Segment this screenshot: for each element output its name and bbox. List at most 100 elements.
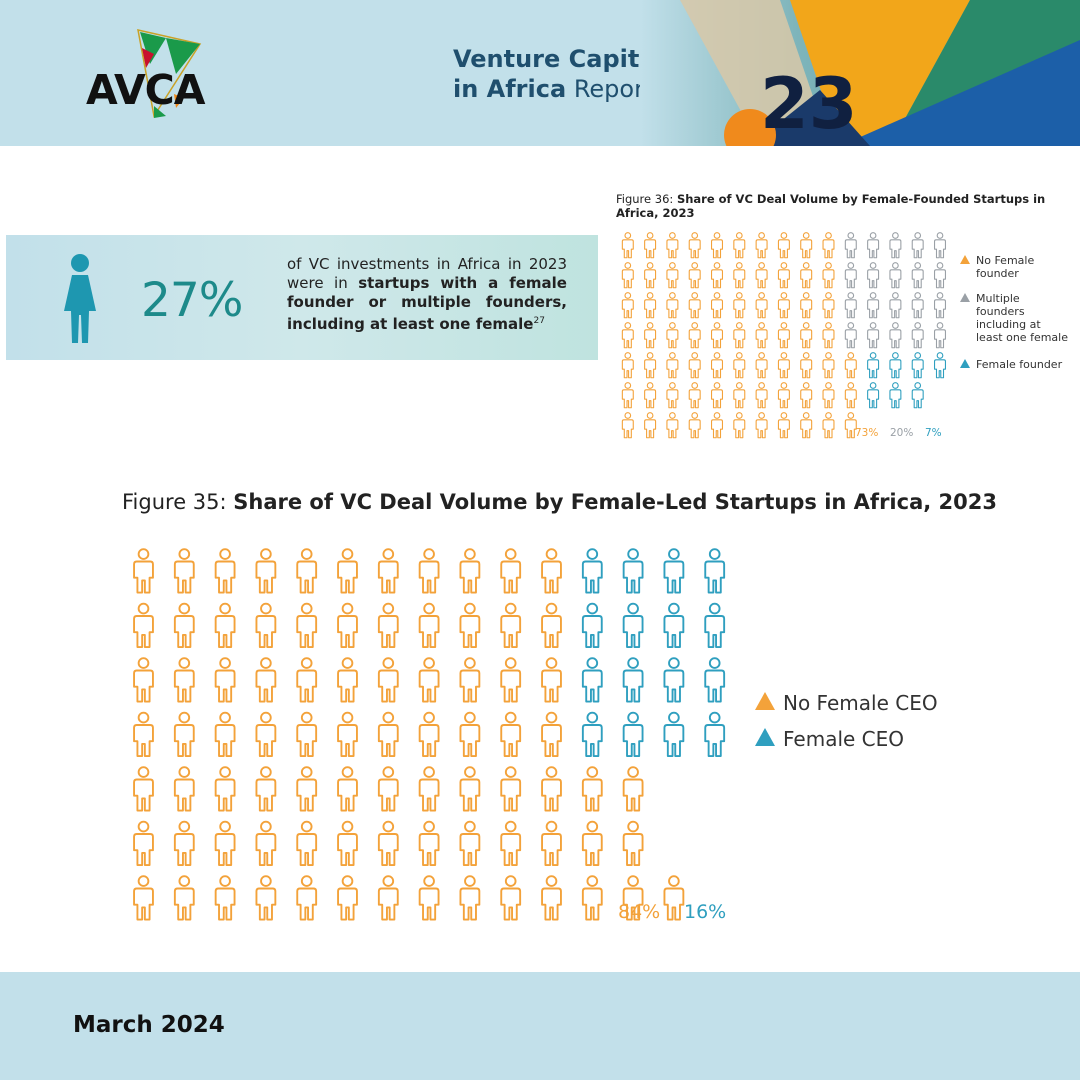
figure-36-person-icon — [666, 262, 679, 289]
stat-text-bold: startups with a female founder or multip… — [287, 274, 567, 333]
figure-36-person-icon — [755, 412, 768, 439]
footer-date: March 2024 — [73, 1012, 225, 1038]
figure-36-person-icon — [867, 262, 880, 289]
figure-35-person-icon — [541, 602, 562, 648]
figure-36-person-icon — [844, 382, 857, 409]
legend-female-ceo-icon — [755, 728, 775, 746]
figure-35-person-icon — [500, 820, 522, 866]
figure-36-title: Figure 36: Share of VC Deal Volume by Fe… — [616, 192, 1076, 220]
figure-36-person-icon — [800, 262, 813, 289]
figure-35-person-icon — [133, 548, 154, 594]
figure-35-person-icon — [377, 875, 399, 921]
figure-35-person-icon — [173, 875, 195, 921]
figure-35-person-icon — [500, 657, 522, 703]
figure-35-person-icon — [337, 657, 358, 703]
figure-36-person-icon — [911, 352, 924, 379]
figure-35-person-icon — [459, 820, 481, 866]
figure-35-person-icon — [337, 875, 358, 921]
figure-35-person-icon — [500, 875, 522, 921]
figure-36-person-icon — [666, 292, 679, 319]
figure-36-person-icon — [844, 352, 857, 379]
figure-36-person-icon — [889, 262, 902, 289]
figure-36-person-icon — [755, 352, 768, 379]
figure-36-person-icon — [621, 322, 634, 349]
figure-35-person-icon — [704, 602, 726, 648]
figure-35-person-icon — [377, 711, 399, 757]
figure-36-person-icon — [800, 382, 813, 409]
figure-35-person-icon — [622, 602, 644, 648]
figure-36-person-icon — [867, 322, 880, 349]
legend-no-female-founder-line1: No Female — [976, 254, 1034, 267]
figure-36-person-icon — [889, 232, 902, 259]
figure-36-person-icon — [822, 262, 835, 289]
figure-36-person-icon — [710, 322, 724, 349]
figure-35-person-icon — [581, 602, 603, 648]
figure-35-person-icon — [541, 875, 562, 921]
figure-36-person-icon — [644, 292, 657, 319]
figure-35-person-icon — [255, 602, 277, 648]
figure-35-person-icon — [377, 657, 399, 703]
figure-36-person-icon — [644, 262, 657, 289]
figure-36-person-icon — [710, 352, 724, 379]
figure-35-person-icon — [337, 602, 358, 648]
figure-36-person-icon — [822, 382, 835, 409]
figure-35-person-icon — [581, 548, 603, 594]
banner-art-icon: 23 — [640, 0, 1080, 146]
figure-35-person-icon — [133, 875, 154, 921]
figure-35-person-icon — [296, 602, 318, 648]
figure-35-person-icon — [173, 711, 195, 757]
figure-35-person-icon — [541, 548, 562, 594]
figure-36-title-text: Share of VC Deal Volume by Female-Founde… — [616, 192, 1046, 220]
figure-36-person-icon — [688, 352, 701, 379]
figure-36-person-icon — [621, 412, 634, 439]
figure-36-person-icon — [666, 382, 679, 409]
stat-callout: 27% of VC investments in Africa in 2023 … — [6, 235, 598, 360]
figure-35-person-icon — [459, 766, 481, 812]
figure-35-person-icon — [459, 602, 481, 648]
figure-36-person-icon — [822, 352, 835, 379]
logo-graphic-icon — [137, 29, 202, 119]
figure-36-person-icon — [644, 352, 657, 379]
figure-36-person-icon — [621, 382, 634, 409]
legend-female-founder-icon — [960, 359, 970, 368]
figure-35-person-icon — [581, 820, 603, 866]
figure-35-person-icon — [337, 548, 358, 594]
figure-36-person-icon — [710, 292, 724, 319]
figure-35-person-icon — [459, 875, 481, 921]
svg-text:23: 23 — [760, 63, 857, 145]
figure-35-person-icon — [377, 766, 399, 812]
figure-35-person-icon — [173, 766, 195, 812]
figure-35-person-icon — [296, 657, 318, 703]
figure-36-person-icon — [733, 262, 746, 289]
figure-36-person-icon — [644, 382, 657, 409]
figure-36-person-icon — [755, 322, 768, 349]
figure-35-person-icon — [377, 820, 399, 866]
stat-percent: 27% — [141, 273, 243, 328]
legend-multiple-founders-icon — [960, 293, 970, 302]
stat-description: of VC investments in Africa in 2023 were… — [287, 255, 567, 334]
figure-35-person-icon — [663, 657, 685, 703]
figure-35-person-icon — [663, 711, 685, 757]
logo-text: AVCA — [86, 66, 205, 114]
figure-36-prefix: Figure 36: — [616, 192, 674, 206]
legend-no-female-ceo-icon — [755, 692, 775, 710]
figure-35-person-icon — [337, 766, 358, 812]
figure-36-person-icon — [800, 352, 813, 379]
figure-35-person-icon — [214, 875, 236, 921]
figure-36-person-icon — [621, 352, 634, 379]
figure-35-person-icon — [255, 766, 277, 812]
figure-36-person-icon — [777, 322, 790, 349]
figure-35-title-text: Share of VC Deal Volume by Female-Led St… — [233, 490, 997, 514]
figure-35-person-icon — [133, 711, 154, 757]
figure-35-person-icon — [214, 602, 236, 648]
figure-36-person-icon — [777, 262, 790, 289]
figure-35-person-icon — [173, 820, 195, 866]
figure-36-person-icon — [933, 352, 947, 379]
figure-36-person-icon — [688, 262, 701, 289]
figure-35-person-icon — [581, 766, 603, 812]
figure-35-person-icon — [704, 548, 726, 594]
footer-bar: March 2024 — [0, 972, 1080, 1080]
figure-36-person-icon — [688, 292, 701, 319]
figure-35-person-icon — [133, 766, 154, 812]
